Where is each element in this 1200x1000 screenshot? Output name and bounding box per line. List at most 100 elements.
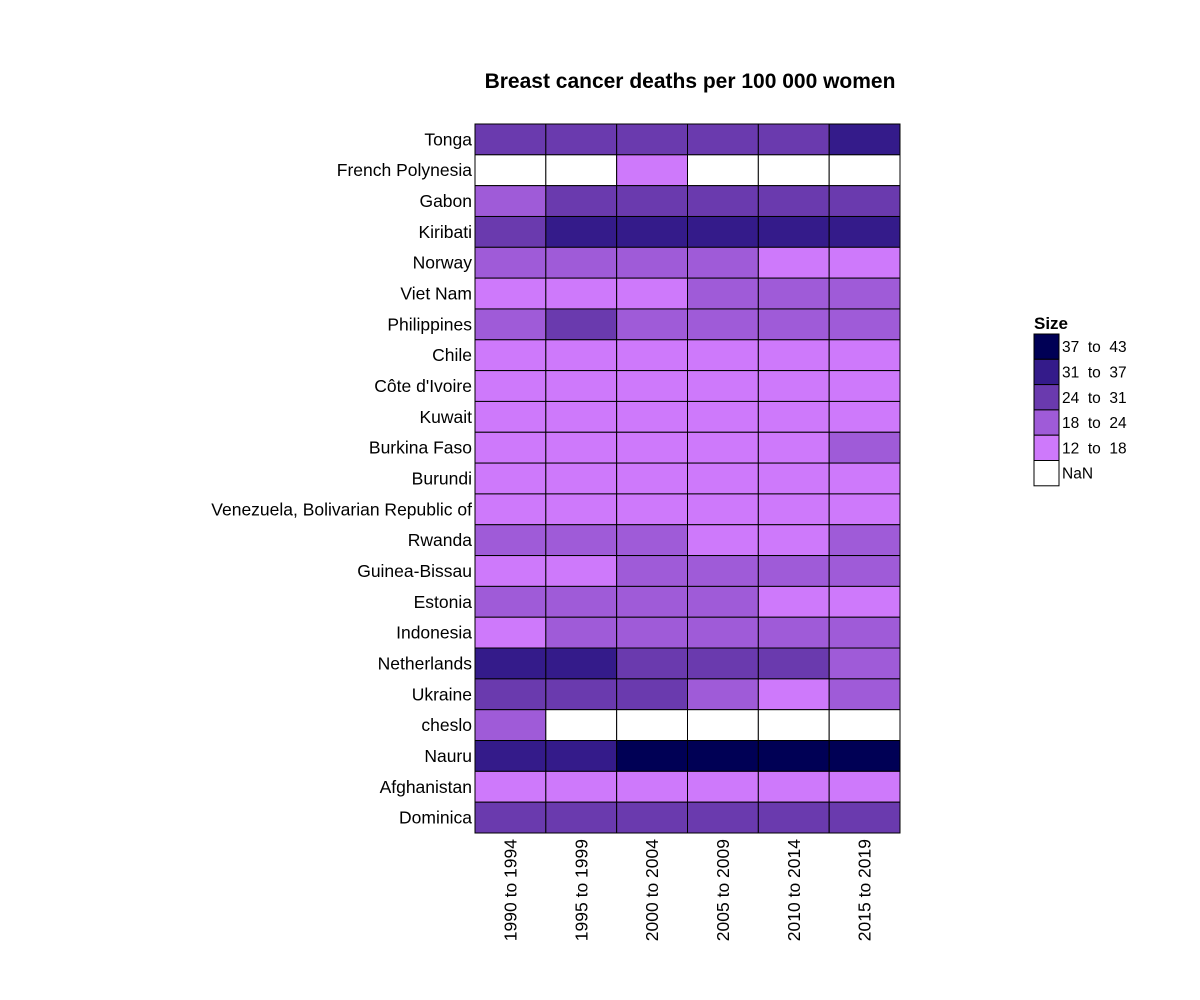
heatmap-cell <box>828 647 901 680</box>
heatmap-cell <box>616 493 689 526</box>
heatmap-cell <box>545 400 618 433</box>
heatmap-cell <box>757 524 830 557</box>
heatmap-cell <box>616 339 689 372</box>
row-label: Kiribati <box>419 222 473 242</box>
heatmap-cell <box>474 462 547 495</box>
heatmap-cell <box>616 400 689 433</box>
heatmap-cell <box>757 308 830 341</box>
heatmap-cell <box>474 524 547 557</box>
heatmap-cell <box>757 370 830 402</box>
column-label: 2005 to 2009 <box>713 839 733 941</box>
heatmap-cell <box>545 555 618 587</box>
heatmap-cell <box>616 246 689 279</box>
heatmap-cell <box>828 770 901 803</box>
row-label: Viet Nam <box>400 284 472 304</box>
heatmap-cell <box>687 431 759 464</box>
heatmap-cell <box>616 555 689 587</box>
heatmap-cell <box>828 123 901 156</box>
column-label: 2000 to 2004 <box>642 839 662 941</box>
legend-label: 24 to 31 <box>1062 390 1127 407</box>
heatmap-cell <box>545 308 618 341</box>
heatmap-cell <box>474 647 547 680</box>
heatmap-cell <box>687 770 759 803</box>
heatmap-cell <box>474 123 547 156</box>
heatmap-cell <box>616 154 689 187</box>
heatmap-cell <box>757 277 830 310</box>
heatmap-cell <box>757 740 830 772</box>
row-label: Burundi <box>412 469 472 489</box>
row-labels: Tonga French Polynesia Gabon Kiribati Norway… <box>211 129 472 827</box>
heatmap-cell <box>687 246 759 279</box>
heatmap-cell <box>545 709 618 742</box>
heatmap-cell <box>828 616 901 649</box>
heatmap-cell <box>474 154 547 187</box>
heatmap-cell <box>616 616 689 649</box>
heatmap-cell <box>545 585 618 618</box>
heatmap-cell <box>616 801 689 834</box>
row-label: Gabon <box>419 191 472 211</box>
row-label: Rwanda <box>408 530 472 550</box>
heatmap-cell <box>474 370 547 402</box>
legend-title: Size <box>1034 314 1068 333</box>
heatmap-cell <box>616 277 689 310</box>
heatmap-cell <box>474 400 547 433</box>
legend-label: 31 to 37 <box>1062 364 1127 381</box>
heatmap-cell <box>545 277 618 310</box>
heatmap-cell <box>757 493 830 526</box>
heatmap-cell <box>474 585 547 618</box>
heatmap-cell <box>828 246 901 279</box>
heatmap-cell <box>474 616 547 649</box>
row-label: Estonia <box>414 592 473 612</box>
heatmap-cell <box>687 277 759 310</box>
heatmap-cell <box>757 678 830 711</box>
row-label: Kuwait <box>419 407 472 427</box>
heatmap-cell <box>545 801 618 834</box>
heatmap-cell <box>474 431 547 464</box>
row-label: Afghanistan <box>380 777 472 797</box>
heatmap-cell <box>687 370 759 402</box>
legend-label: 18 to 24 <box>1062 415 1127 432</box>
heatmap-cell <box>757 185 830 217</box>
heatmap-cell <box>545 185 618 217</box>
heatmap-cell <box>687 709 759 742</box>
heatmap-cell <box>757 339 830 372</box>
column-label: 2015 to 2019 <box>855 839 875 941</box>
legend-label: 37 to 43 <box>1062 339 1127 356</box>
heatmap-cell <box>828 801 901 834</box>
heatmap-cell <box>474 678 547 711</box>
heatmap-cell <box>687 123 759 156</box>
heatmap-cell <box>474 709 547 742</box>
heatmap-cell <box>828 154 901 187</box>
heatmap-cell <box>757 709 830 742</box>
heatmap-cell <box>757 462 830 495</box>
row-label: Norway <box>413 253 473 273</box>
row-label: Dominica <box>399 808 472 828</box>
row-label: Burkina Faso <box>369 438 472 458</box>
heatmap-cell <box>616 462 689 495</box>
heatmap-cell <box>687 801 759 834</box>
heatmap-cell <box>828 431 901 464</box>
legend: Size 37 to 43 31 to 37 24 to 31 18 to 24 12 … <box>1033 314 1127 487</box>
heatmap-cell <box>616 524 689 557</box>
row-label: Indonesia <box>396 623 472 643</box>
column-label: 1995 to 1999 <box>571 839 591 941</box>
heatmap-cell <box>545 431 618 464</box>
heatmap-cell <box>545 370 618 402</box>
heatmap-cell <box>616 215 689 248</box>
heatmap-cell <box>616 308 689 341</box>
heatmap-cell <box>687 339 759 372</box>
heatmap-cell <box>757 616 830 649</box>
heatmap-cell <box>616 709 689 742</box>
row-label: Tonga <box>424 129 472 149</box>
heatmap-cell <box>828 524 901 557</box>
heatmap-cell <box>474 740 547 772</box>
heatmap-cell <box>828 740 901 772</box>
heatmap-cell <box>687 308 759 341</box>
heatmap-cell <box>545 678 618 711</box>
heatmap-cell <box>616 678 689 711</box>
heatmap-cell <box>545 770 618 803</box>
legend-swatch <box>1033 460 1060 487</box>
heatmap-cell <box>757 431 830 464</box>
heatmap-cell <box>828 678 901 711</box>
row-label: Netherlands <box>378 653 473 673</box>
